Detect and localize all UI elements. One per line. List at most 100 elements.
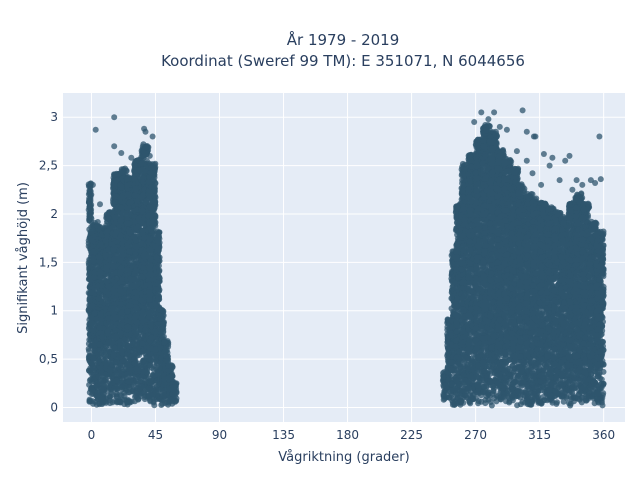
scatter-point <box>117 362 124 369</box>
scatter-point <box>131 276 138 283</box>
scatter-point <box>90 248 97 255</box>
scatter-point <box>125 378 132 385</box>
scatter-point <box>91 274 97 281</box>
scatter-point <box>88 229 95 236</box>
scatter-point <box>131 314 138 321</box>
scatter-point <box>96 324 103 331</box>
scatter-point <box>99 334 106 341</box>
scatter-point <box>172 392 179 399</box>
scatter-point <box>126 398 133 405</box>
scatter-point <box>117 287 124 294</box>
scatter-point <box>162 347 169 354</box>
scatter-point <box>147 270 154 277</box>
scatter-point <box>139 348 146 355</box>
scatter-point <box>138 365 145 372</box>
scatter-point <box>131 360 138 367</box>
scatter-point <box>131 234 138 241</box>
scatter-point <box>131 192 138 199</box>
scatter-point <box>97 329 103 336</box>
scatter-point <box>155 296 162 303</box>
scatter-point <box>132 258 139 265</box>
scatter-point <box>117 330 124 337</box>
scatter-point <box>117 399 124 406</box>
scatter-point <box>135 396 142 403</box>
scatter-point <box>139 332 146 339</box>
scatter-point <box>96 357 103 364</box>
scatter-point <box>90 400 97 407</box>
scatter-point <box>156 267 163 274</box>
scatter-point <box>153 254 160 261</box>
scatter-point <box>152 198 159 205</box>
scatter-point <box>125 336 132 343</box>
scatter-point <box>91 269 98 276</box>
scatter-point <box>97 241 104 248</box>
scatter-point <box>151 187 158 194</box>
scatter-point <box>148 164 155 171</box>
scatter-point <box>138 160 145 167</box>
scatter-point <box>117 257 124 264</box>
scatter-point <box>155 238 161 245</box>
scatter-point <box>131 289 138 296</box>
chart-subtitle: Koordinat (Sweref 99 TM): E 351071, N 60… <box>161 52 525 70</box>
data-points <box>85 107 607 409</box>
scatter-point <box>110 306 117 313</box>
scatter-point <box>91 347 98 354</box>
chart-title: År 1979 - 2019 <box>287 30 400 49</box>
scatter-point <box>161 339 168 346</box>
scatter-point <box>89 315 96 321</box>
scatter-point <box>86 203 93 210</box>
scatter-point <box>90 258 97 265</box>
scatter-point <box>131 161 138 168</box>
scatter-point <box>97 270 103 277</box>
scatter-point <box>110 391 117 398</box>
scatter-point <box>117 232 124 239</box>
scatter-point <box>148 212 155 219</box>
scatter-point <box>124 361 131 368</box>
scatter-point <box>89 364 96 371</box>
scatter-point <box>139 340 146 347</box>
scatter-point <box>124 182 131 189</box>
scatter-point <box>89 237 96 244</box>
scatter-point <box>145 289 152 295</box>
scatter-point <box>133 365 140 372</box>
scatter-point <box>154 246 161 253</box>
scatter-point <box>96 341 103 348</box>
scatter-point <box>117 301 124 307</box>
scatter-point <box>97 311 104 318</box>
scatter-point <box>111 398 118 404</box>
scatter-point <box>117 217 124 224</box>
scatter-point <box>86 348 92 354</box>
scatter-point <box>105 339 112 346</box>
scatter-point <box>91 287 98 293</box>
scatter-point <box>89 387 96 394</box>
scatter-point <box>124 191 131 198</box>
scatter-point <box>154 231 161 238</box>
scatter-point <box>138 383 145 390</box>
scatter-point <box>165 362 172 369</box>
scatter-point <box>110 352 117 359</box>
scatter-point <box>112 214 119 221</box>
scatter-point <box>146 204 153 210</box>
scatter-point <box>132 185 139 192</box>
scatter-point <box>118 384 125 390</box>
scatter-point <box>147 387 154 394</box>
scatter-point <box>104 233 111 240</box>
scatter-point <box>126 284 133 291</box>
scatter-point <box>117 269 124 276</box>
scatter-point <box>87 192 94 198</box>
scatter-point <box>138 315 145 321</box>
scatter-point <box>103 361 110 367</box>
scatter-point <box>125 389 132 396</box>
scatter-point <box>146 179 153 185</box>
scatter-point <box>139 207 146 214</box>
scatter-point <box>143 144 149 151</box>
scatter-point <box>147 320 154 327</box>
scatter-point <box>124 371 131 378</box>
scatter-point <box>125 343 132 350</box>
scatter-point <box>173 381 179 388</box>
scatter-point <box>98 315 105 322</box>
scatter-point <box>123 167 130 174</box>
scatter-point <box>151 402 158 409</box>
scatter-point <box>159 307 166 314</box>
